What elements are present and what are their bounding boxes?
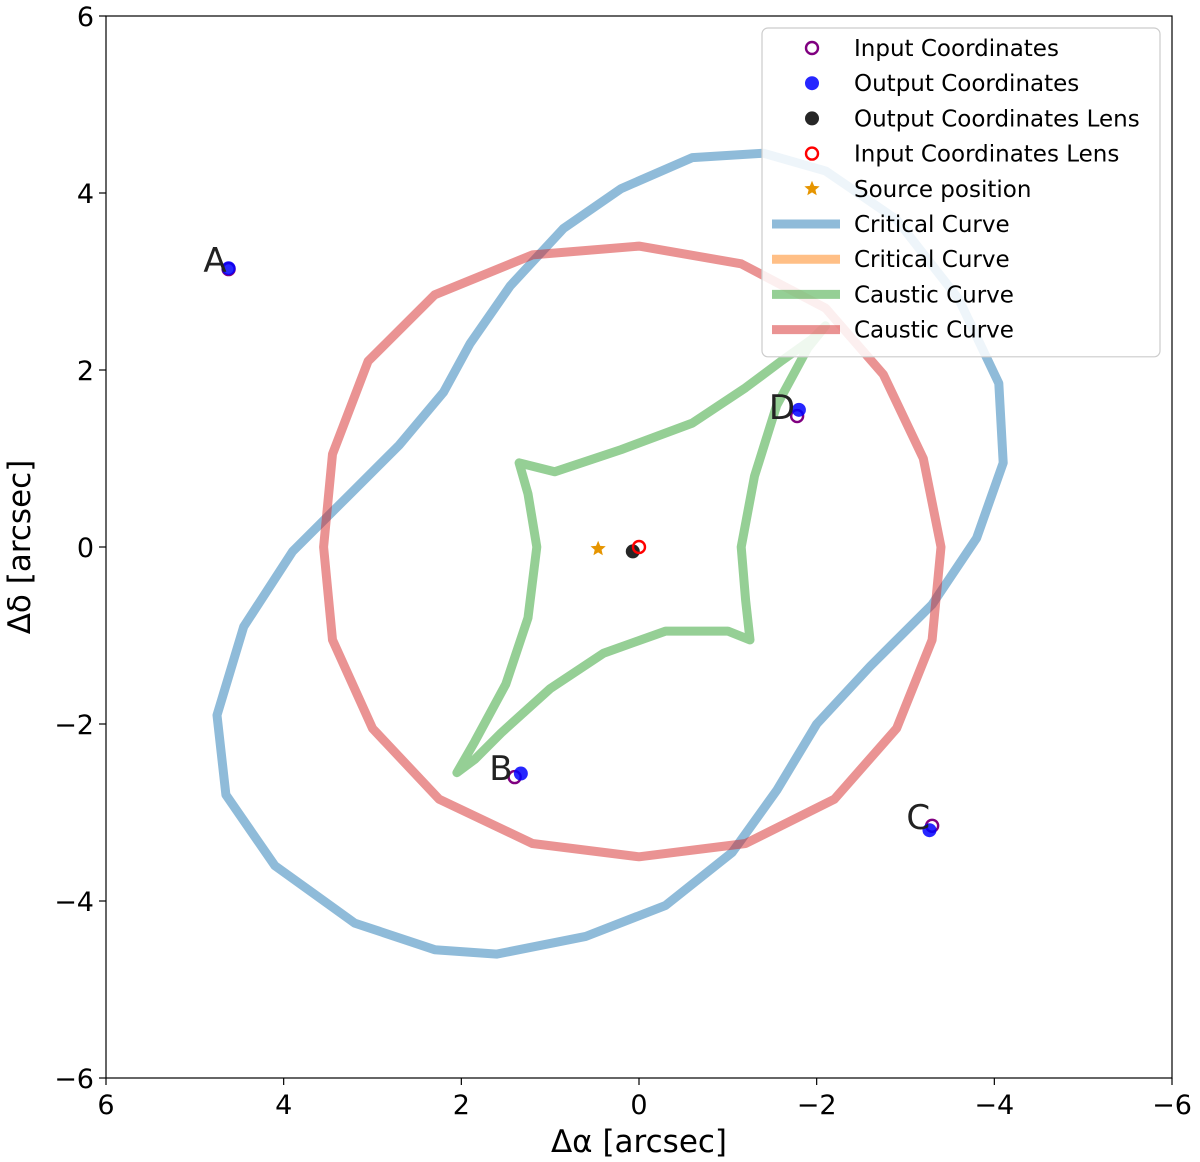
legend-label-6: Critical Curve [854,247,1010,273]
source-position-point-0 [590,540,606,556]
x-tick-label: 2 [453,1090,470,1121]
legend-label-2: Output Coordinates Lens [854,106,1140,132]
axis-ticks: 6 4 2 0 −2 −4 −6 −6 −4 −2 0 2 4 6 [54,2,1192,1121]
image-label-d: D [769,388,795,428]
y-tick-label: 0 [77,533,94,564]
legend-marker-4 [804,180,820,196]
y-tick-label: 2 [77,356,94,387]
legend-marker-1 [805,76,819,91]
input-coordinates-lens-point-0 [631,539,647,555]
legend-box [761,27,1161,358]
y-tick-label: 6 [77,2,94,33]
y-tick-label: 4 [77,179,94,210]
legend: Input Coordinates Output Coordinates Outpu… [761,27,1161,358]
point-labels-layer: A B C D [203,241,930,838]
y-axis-label: Δδ [arcsec] [2,460,38,635]
legend-label-3: Input Coordinates Lens [854,142,1119,168]
output-coordinates-lens-point-0 [625,544,640,559]
image-label-a: A [203,241,226,281]
x-axis-label: Δα [arcsec] [551,1124,727,1160]
y-tick-label: −4 [54,887,94,918]
legend-marker-2 [805,111,819,126]
y-tick-label: −2 [54,710,94,741]
curve-caustic-curve-3 [319,241,946,862]
legend-label-0: Input Coordinates [854,36,1059,62]
x-tick-label: −4 [974,1090,1014,1121]
output-coordinates-point-2 [922,823,937,838]
points-layer [221,261,940,838]
curve-caustic-curve-2 [452,321,830,778]
x-tick-label: −2 [797,1090,837,1121]
image-label-c: C [906,798,930,838]
x-tick-label: 6 [97,1090,114,1121]
y-tick-label: −6 [54,1064,94,1095]
legend-label-5: Critical Curve [854,212,1010,238]
output-coordinates-point-3 [791,402,806,417]
x-tick-label: 4 [275,1090,292,1121]
legend-marker-0 [804,40,820,56]
x-tick-label: 0 [630,1090,647,1121]
curves-layer [212,148,1008,959]
legend-label-7: Caustic Curve [854,282,1014,308]
output-coordinates-point-0 [221,261,236,276]
legend-label-1: Output Coordinates [854,71,1079,97]
output-coordinates-point-1 [513,766,528,781]
x-tick-label: −6 [1152,1090,1192,1121]
curve-critical-curve-0 [212,148,1008,959]
legend-marker-3 [804,146,820,161]
image-label-b: B [489,749,512,789]
legend-label-8: Caustic Curve [854,318,1014,344]
legend-label-4: Source position [854,177,1031,203]
